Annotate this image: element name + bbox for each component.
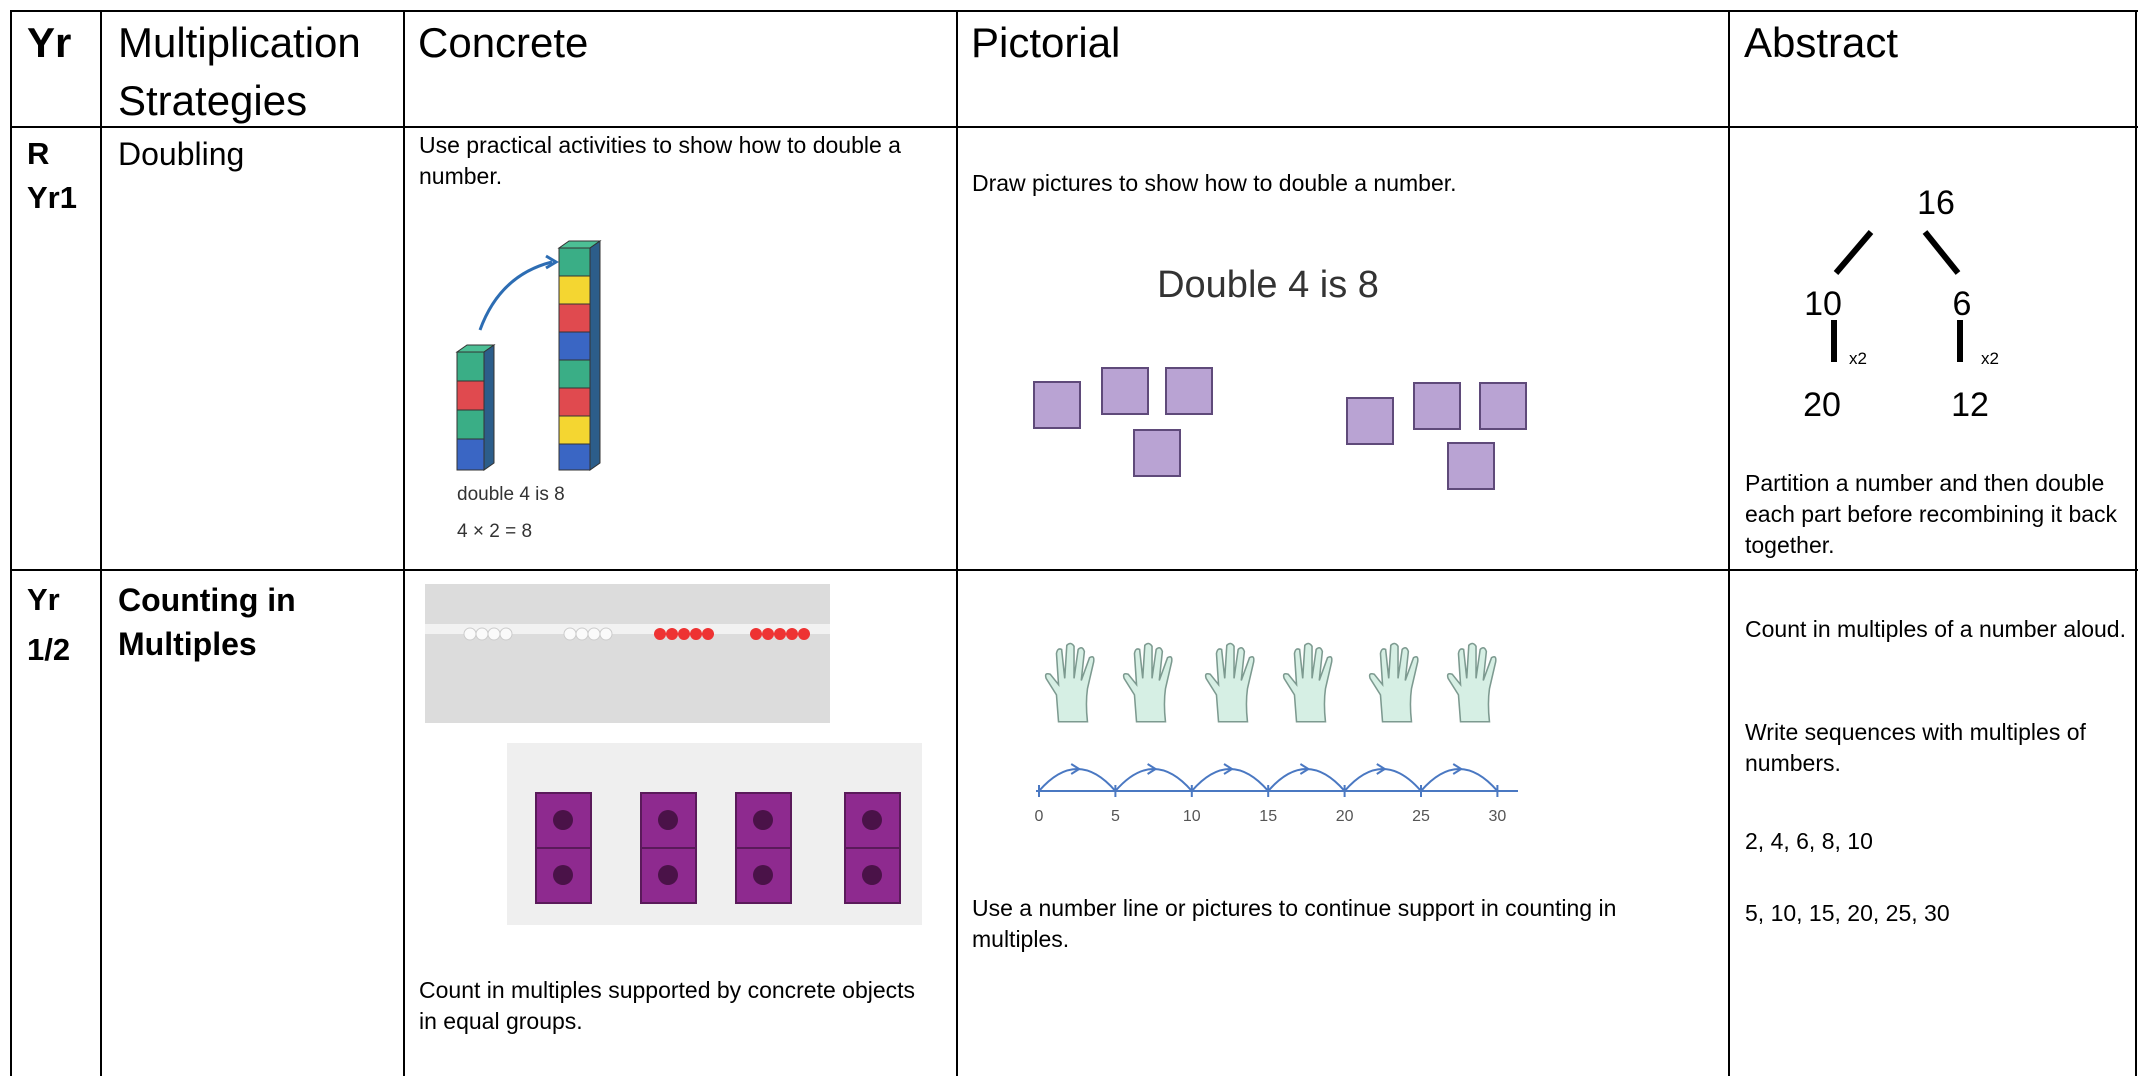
header-cell: Multiplication Strategies — [118, 19, 361, 124]
picture-heading: Double 4 is 8 — [1157, 264, 1379, 306]
header-cell: Abstract — [1744, 19, 1899, 66]
number-label: 30 — [1489, 808, 1507, 825]
jump-arc — [1038, 768, 1117, 792]
jump-arc — [1114, 768, 1193, 792]
tree-number: 12 — [1951, 386, 1989, 424]
jump-arc — [1420, 768, 1499, 792]
tree-number: 16 — [1917, 184, 1955, 222]
number-label: 20 — [1336, 808, 1354, 825]
number-label: 15 — [1259, 808, 1277, 825]
pictorial-text: Use a number line or pictures to continu… — [972, 895, 1617, 952]
year: Yr — [27, 582, 60, 617]
arrow — [478, 260, 553, 331]
tree-lines — [1831, 230, 1963, 362]
number-label: 5 — [1111, 808, 1120, 825]
header-cell: Concrete — [418, 19, 589, 66]
pictorial-text: Draw pictures to show how to double a nu… — [972, 170, 1457, 196]
tree-number: 20 — [1803, 386, 1841, 424]
photo-beads — [425, 584, 830, 723]
table-border — [10, 10, 2138, 12]
number-label: 25 — [1412, 808, 1430, 825]
table-border — [10, 126, 2138, 128]
caption: double 4 is 8 — [457, 484, 565, 505]
caption: 4 × 2 = 8 — [457, 521, 532, 542]
tree-number: 6 — [1953, 285, 1972, 323]
arrowhead — [1070, 763, 1082, 775]
table-border — [10, 569, 2138, 571]
jump-arc — [1343, 768, 1422, 792]
photo-cubes — [507, 743, 922, 925]
header-cell: Pictorial — [971, 19, 1121, 66]
jump-arc — [1191, 768, 1269, 792]
squares — [1033, 367, 1527, 490]
abstract-text: Count in multiples of a number aloud. — [1745, 616, 2126, 642]
concrete-text: Use practical activities to show how to … — [419, 132, 901, 189]
arrowhead — [1147, 763, 1158, 775]
concrete-text: Count in multiples supported by concrete… — [419, 977, 916, 1034]
table-border — [1728, 10, 1730, 1076]
arrowhead — [1452, 763, 1464, 775]
table-border — [10, 10, 12, 1076]
number-label: 0 — [1035, 808, 1044, 825]
arrow — [545, 254, 559, 270]
header-cell: Yr — [27, 19, 72, 66]
hands — [1044, 642, 1497, 723]
jump-arc — [1267, 768, 1346, 792]
number-line — [1036, 763, 1518, 797]
multiplier: x2 — [1981, 349, 1999, 368]
arrowhead — [1223, 763, 1234, 775]
table-border — [100, 10, 102, 1076]
abstract-text: Partition a number and then double each … — [1745, 470, 2118, 558]
abstract-text: 2, 4, 6, 8, 10 — [1745, 828, 1873, 854]
abstract-text: 5, 10, 15, 20, 25, 30 — [1745, 900, 1950, 926]
table-border — [2135, 10, 2137, 1076]
table-border — [956, 10, 958, 1076]
year: R — [27, 136, 50, 171]
multiplier: x2 — [1849, 349, 1867, 368]
table-border — [403, 10, 405, 1076]
abstract-text: Write sequences with multiples of number… — [1745, 719, 2086, 776]
tree-number: 10 — [1804, 285, 1842, 323]
year: 1/2 — [27, 632, 71, 667]
arrowhead — [1376, 763, 1387, 775]
strategy: Counting in Multiples — [118, 582, 296, 662]
cube-towers — [455, 240, 602, 471]
arrowhead — [1299, 763, 1311, 775]
year: Yr1 — [27, 180, 77, 215]
number-label: 10 — [1183, 808, 1201, 825]
strategy: Doubling — [118, 136, 245, 172]
